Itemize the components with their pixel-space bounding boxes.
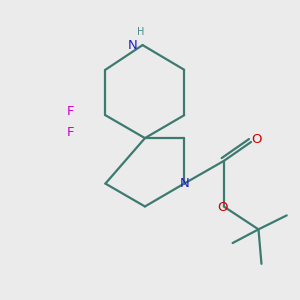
Text: N: N	[127, 39, 137, 52]
Text: H: H	[136, 27, 144, 37]
Text: F: F	[67, 126, 74, 139]
Text: O: O	[251, 133, 261, 146]
Text: O: O	[217, 202, 227, 214]
Text: F: F	[67, 105, 74, 118]
Text: N: N	[179, 177, 189, 190]
